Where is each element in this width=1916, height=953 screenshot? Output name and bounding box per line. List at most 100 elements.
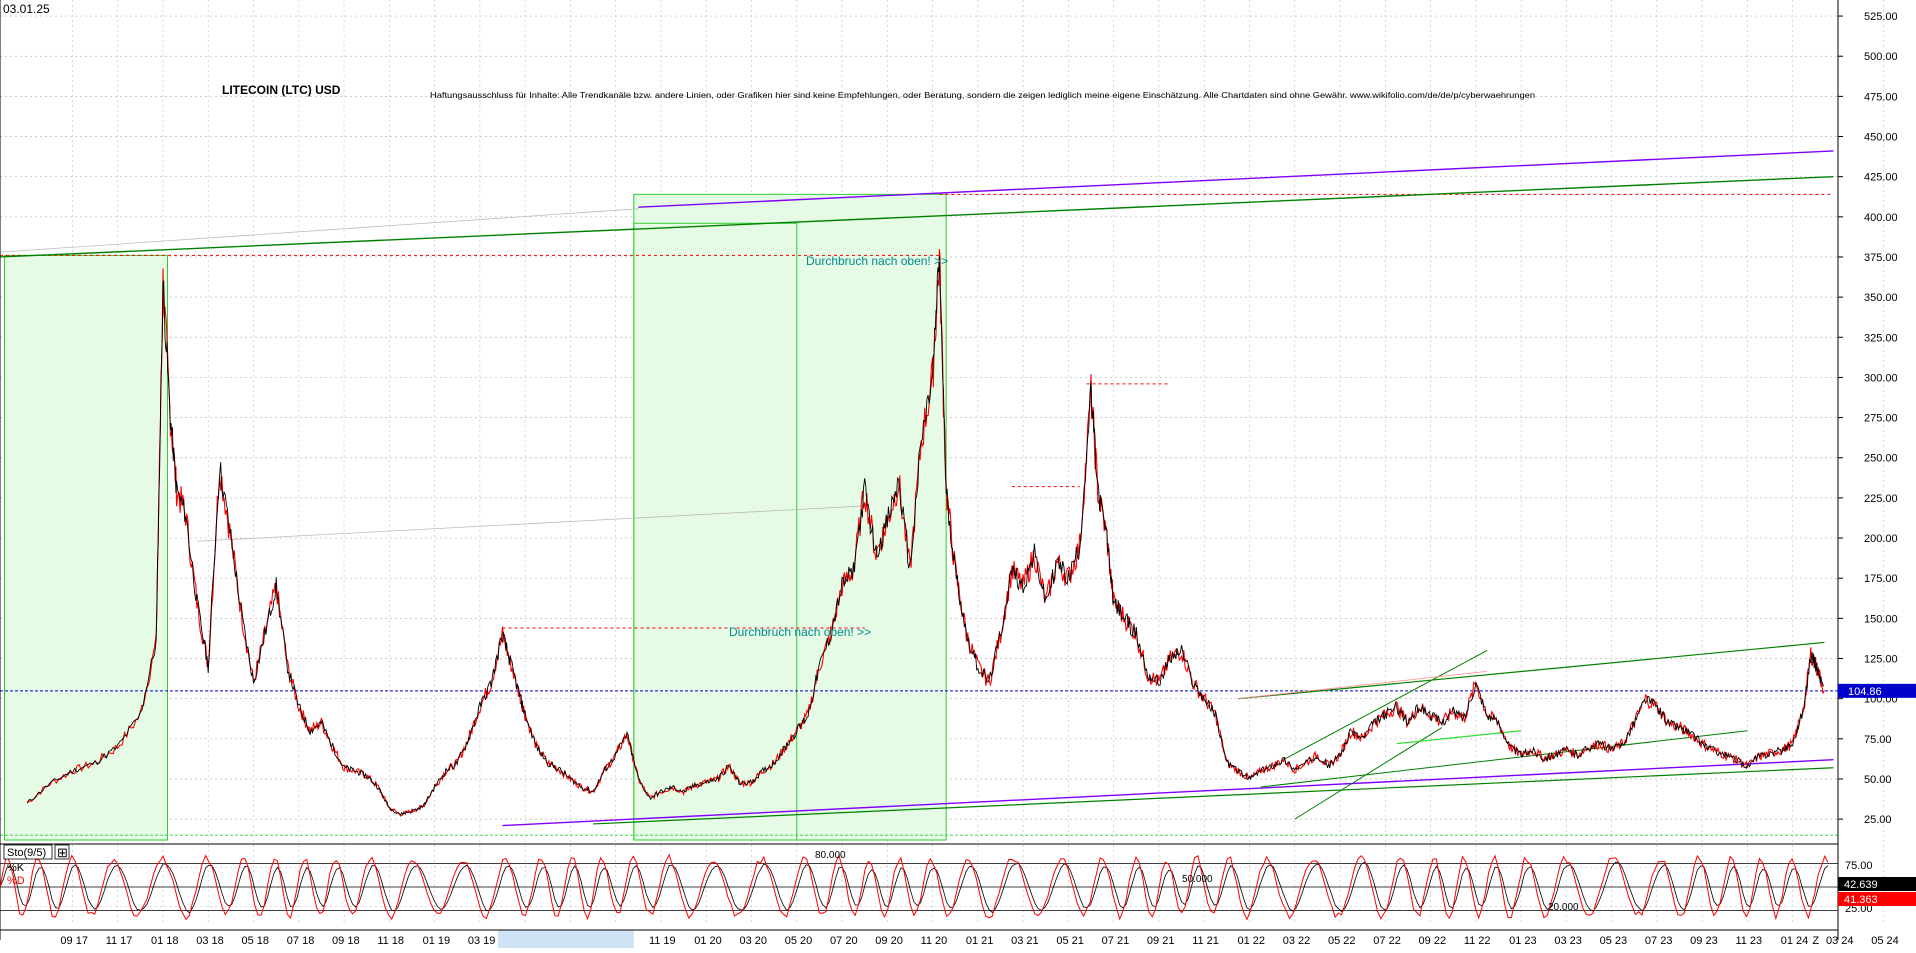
trend-line [1238,670,1488,700]
y-tick-label: 200.00 [1864,533,1898,545]
sto-k-value: 42.639 [1844,879,1878,891]
x-tick-label: 09 23 [1690,935,1718,947]
y-tick-label: 425.00 [1864,172,1898,184]
sto-expand-button[interactable] [54,844,70,860]
y-tick-label: 25.00 [1864,814,1892,826]
current-price-box [1838,683,1916,698]
y-tick-label: 75.00 [1864,734,1892,746]
disclaimer-text: Haftungsausschluss für Inhalte: Alle Tre… [430,90,1535,100]
x-tick-label: 11 22 [1464,935,1491,947]
trend-line [638,150,1834,208]
grid-layer [0,0,1884,925]
sto-d-value: 41.363 [1844,894,1878,906]
x-tick-label: 11 18 [377,935,404,947]
x-tick-label: 09 20 [875,935,903,947]
breakout-annotation-mid: Durchbruch nach oben! >> [729,625,871,639]
y-tick-label: 125.00 [1864,654,1898,666]
y-tick-label: 225.00 [1864,493,1898,505]
current-price-tag: 104.86 [1838,683,1916,698]
x-tick-label: 03 23 [1554,935,1582,947]
y-tick-label: 375.00 [1864,252,1898,264]
sto-level-middle: 50.000 [1182,874,1213,885]
d-label: %D [7,875,25,887]
stochastic-layer [0,843,1838,921]
x-tick-label: 11 20 [921,935,948,947]
y-tick-label: 475.00 [1864,91,1898,103]
y-tick-label: 325.00 [1864,332,1898,344]
x-tick-label: 09 17 [60,935,88,947]
price-line-black [26,256,1825,816]
x-tick-label: 11 17 [106,935,133,947]
trend-line [1283,650,1488,761]
trend-line [1238,641,1825,700]
x-tick-label: 03 24 [1826,935,1854,947]
highlight-zone [633,222,798,841]
trend-line [0,208,639,253]
y-tick-label: 250.00 [1864,453,1898,465]
sto-label: Sto(9/5) [7,847,46,859]
x-tick-label: 05 20 [785,935,813,947]
highlight-zone [4,254,169,841]
x-tick-label: 01 24 [1781,935,1809,947]
sto-label-box [3,844,53,860]
y-tick-label: 50.00 [1864,774,1892,786]
x-tick-label: 07 22 [1373,935,1401,947]
breakout-annotation-top: Durchbruch nach oben! >> [806,254,948,268]
x-tick-label: 01 20 [694,935,722,947]
trend-line [196,505,865,542]
y-tick-label: 525.00 [1864,11,1898,23]
x-tick-label: 09 22 [1419,935,1447,947]
y-tick-label: 450.00 [1864,132,1898,144]
x-tick-label: 05 23 [1600,935,1628,947]
x-tick-label: 03 22 [1283,935,1311,947]
stochastic-d-line [0,861,1829,914]
sto-d-value-box [1838,892,1916,906]
y-tick-label: 400.00 [1864,212,1898,224]
x-tick-label: 01 18 [151,935,179,947]
stochastic-legend: Sto(9/5) ⊞ %K %D 80.000 50.000 20.000 75… [3,844,1916,915]
x-tick-label: 03 19 [468,935,496,947]
x-tick-label: 05 18 [242,935,270,947]
x-tick-label: 05 24 [1871,935,1899,947]
current-price-label: 104.86 [1848,686,1882,698]
trend-line [1294,727,1443,820]
sto-level-upper: 80.000 [815,850,846,861]
x-tick-label: 11 21 [1192,935,1219,947]
trend-line [1260,730,1748,788]
y-tick-label: 175.00 [1864,573,1898,585]
y-tick-label: 300.00 [1864,372,1898,384]
x-tick-label: 05 22 [1328,935,1356,947]
x-tick-label: 07 21 [1102,935,1130,947]
x-tick-label: 07 23 [1645,935,1673,947]
x-tick-label: 01 21 [966,935,994,947]
x-tick-label: 03 21 [1011,935,1039,947]
x-tick-label: 03 18 [196,935,224,947]
chart-date: 03.01.25 [3,2,50,16]
x-tick-label: 01 23 [1509,935,1537,947]
y-tick-label: 150.00 [1864,613,1898,625]
y-tick-label: 275.00 [1864,413,1898,425]
x-tick-label: 03 20 [739,935,767,947]
x-axis-highlight [497,930,634,948]
plus-icon: ⊞ [57,845,68,860]
trend-line [0,175,1834,258]
x-tick-label: Z [1812,935,1819,947]
x-tick-label: 07 18 [287,935,315,947]
trend-line [593,767,1834,825]
x-tick-label: 09 21 [1147,935,1175,947]
x-tick-label: 05 21 [1056,935,1084,947]
y-tick-label: 350.00 [1864,292,1898,304]
stochastic-k-line [0,853,1829,921]
x-tick-label: 09 18 [332,935,360,947]
y-tick-label: 500.00 [1864,51,1898,63]
x-tick-label: 11 23 [1735,935,1762,947]
sto-k-value-box [1838,877,1916,891]
x-tick-label: 07 20 [830,935,858,947]
sto-level-lower: 20.000 [1548,902,1579,913]
x-tick-label: 01 22 [1237,935,1265,947]
chart-title: LITECOIN (LTC) USD [222,83,341,97]
